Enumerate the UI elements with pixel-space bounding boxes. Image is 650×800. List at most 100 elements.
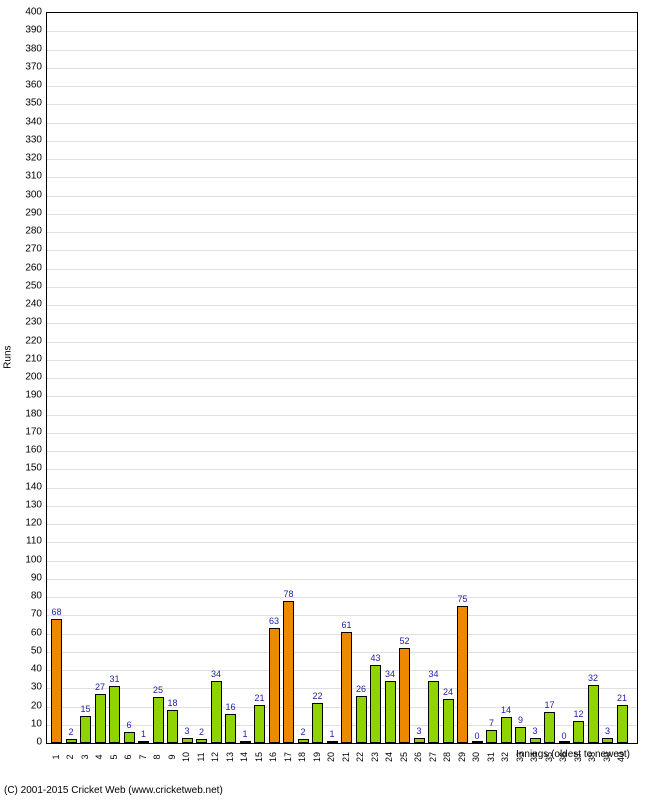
xtick-label: 8: [152, 750, 162, 764]
xtick-label: 17: [283, 750, 293, 764]
gridline: [47, 451, 637, 452]
gridline: [47, 579, 637, 580]
bar-value-label: 15: [80, 704, 90, 714]
xtick-label: 22: [355, 750, 365, 764]
gridline: [47, 232, 637, 233]
bar-value-label: 6: [126, 720, 131, 730]
bar-value-label: 2: [300, 727, 305, 737]
bar: [602, 738, 613, 743]
xtick-label: 16: [268, 750, 278, 764]
xtick-label: 37: [573, 750, 583, 764]
xtick-label: 35: [544, 750, 554, 764]
gridline: [47, 433, 637, 434]
bar: [457, 606, 468, 743]
bar: [617, 705, 628, 743]
ytick-label: 190: [12, 390, 42, 401]
bar-value-label: 1: [329, 729, 334, 739]
ytick-label: 300: [12, 189, 42, 200]
bar-value-label: 17: [544, 700, 554, 710]
chart-container: 6821527316125183234161216378222161264334…: [0, 0, 650, 800]
bar-value-label: 16: [225, 702, 235, 712]
gridline: [47, 123, 637, 124]
bar-value-label: 21: [617, 693, 627, 703]
ytick-label: 60: [12, 627, 42, 638]
ytick-label: 220: [12, 335, 42, 346]
bar-value-label: 32: [588, 673, 598, 683]
ytick-label: 70: [12, 609, 42, 620]
xtick-label: 27: [428, 750, 438, 764]
gridline: [47, 360, 637, 361]
xtick-label: 5: [109, 750, 119, 764]
xtick-label: 7: [138, 750, 148, 764]
xtick-label: 23: [370, 750, 380, 764]
xtick-label: 1: [51, 750, 61, 764]
gridline: [47, 488, 637, 489]
ytick-label: 360: [12, 80, 42, 91]
bar: [515, 727, 526, 743]
bar-value-label: 26: [356, 684, 366, 694]
ytick-label: 380: [12, 43, 42, 54]
bar-value-label: 68: [51, 607, 61, 617]
gridline: [47, 68, 637, 69]
ytick-label: 80: [12, 591, 42, 602]
xtick-label: 30: [471, 750, 481, 764]
bar-value-label: 3: [605, 726, 610, 736]
gridline: [47, 615, 637, 616]
bar: [269, 628, 280, 743]
gridline: [47, 287, 637, 288]
bar: [443, 699, 454, 743]
bar: [472, 741, 483, 743]
ytick-label: 200: [12, 372, 42, 383]
bar-value-label: 3: [532, 726, 537, 736]
gridline: [47, 305, 637, 306]
ytick-label: 90: [12, 572, 42, 583]
ytick-label: 210: [12, 353, 42, 364]
ytick-label: 150: [12, 463, 42, 474]
bar-value-label: 12: [573, 709, 583, 719]
xtick-label: 29: [457, 750, 467, 764]
bar-value-label: 1: [242, 729, 247, 739]
gridline: [47, 177, 637, 178]
bar-value-label: 63: [269, 616, 279, 626]
bar: [240, 741, 251, 743]
bar: [80, 716, 91, 743]
bar: [544, 712, 555, 743]
xtick-label: 14: [239, 750, 249, 764]
bar: [486, 730, 497, 743]
gridline: [47, 50, 637, 51]
bar-value-label: 3: [416, 726, 421, 736]
xtick-label: 3: [80, 750, 90, 764]
ytick-label: 270: [12, 244, 42, 255]
ytick-label: 180: [12, 408, 42, 419]
xtick-label: 38: [587, 750, 597, 764]
xtick-label: 25: [399, 750, 409, 764]
gridline: [47, 196, 637, 197]
bar-value-label: 3: [184, 726, 189, 736]
bar: [95, 694, 106, 743]
gridline: [47, 86, 637, 87]
copyright-text: (C) 2001-2015 Cricket Web (www.cricketwe…: [4, 785, 223, 796]
ytick-label: 290: [12, 207, 42, 218]
bar: [588, 685, 599, 743]
xtick-label: 20: [326, 750, 336, 764]
xtick-label: 9: [167, 750, 177, 764]
gridline: [47, 323, 637, 324]
ytick-label: 280: [12, 226, 42, 237]
xtick-label: 18: [297, 750, 307, 764]
bar-value-label: 7: [489, 718, 494, 728]
xtick-label: 36: [558, 750, 568, 764]
bar: [298, 739, 309, 743]
bar-value-label: 34: [428, 669, 438, 679]
ytick-label: 170: [12, 426, 42, 437]
bar-value-label: 9: [518, 715, 523, 725]
xtick-label: 12: [210, 750, 220, 764]
xtick-label: 19: [312, 750, 322, 764]
xtick-label: 39: [602, 750, 612, 764]
bar-value-label: 52: [399, 636, 409, 646]
ytick-label: 390: [12, 25, 42, 36]
bar: [370, 665, 381, 743]
gridline: [47, 269, 637, 270]
ytick-label: 260: [12, 262, 42, 273]
gridline: [47, 506, 637, 507]
ytick-label: 110: [12, 536, 42, 547]
